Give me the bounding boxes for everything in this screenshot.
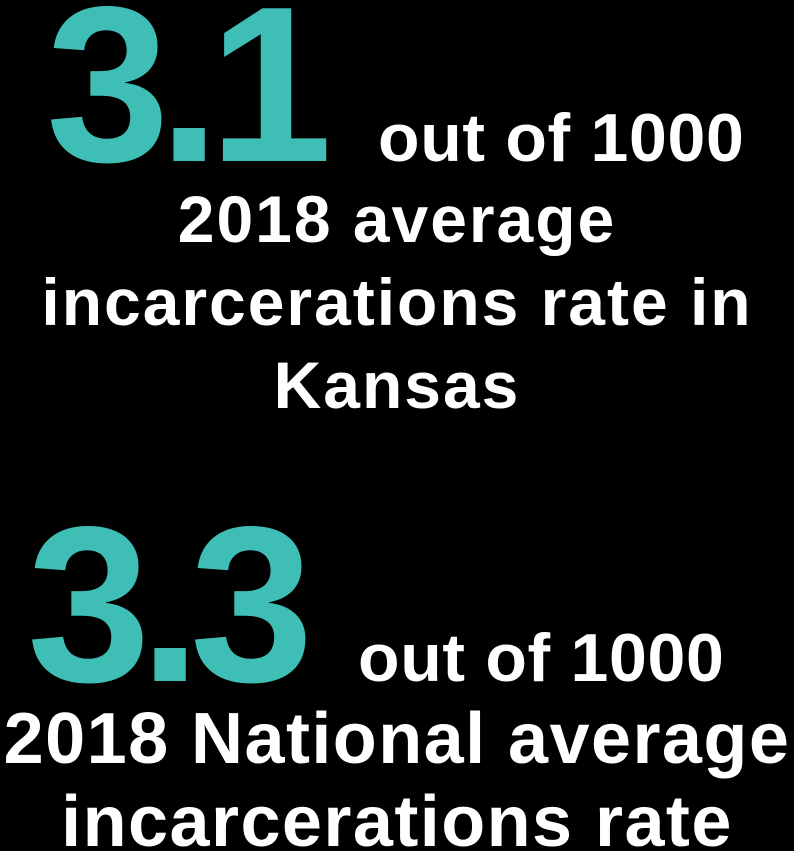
national-stat-caption: 2018 National average incarcerations rat…: [0, 698, 794, 851]
stat-caption-line: 2018 average: [177, 182, 617, 256]
stat-caption-line: Kansas: [273, 348, 521, 422]
kansas-stat-caption: 2018 average incarcerations rate in Kans…: [0, 178, 794, 427]
kansas-stat-unit: out of 1000: [378, 100, 745, 176]
stat-caption-line: 2018 National average: [3, 699, 791, 779]
stat-caption-line: incarcerations rate: [61, 782, 733, 851]
stat-caption-line: incarcerations rate in: [41, 265, 753, 339]
kansas-stat-value: 3.1: [46, 0, 332, 209]
national-stat-unit: out of 1000: [358, 620, 725, 696]
national-stat-value: 3.3: [27, 481, 313, 729]
